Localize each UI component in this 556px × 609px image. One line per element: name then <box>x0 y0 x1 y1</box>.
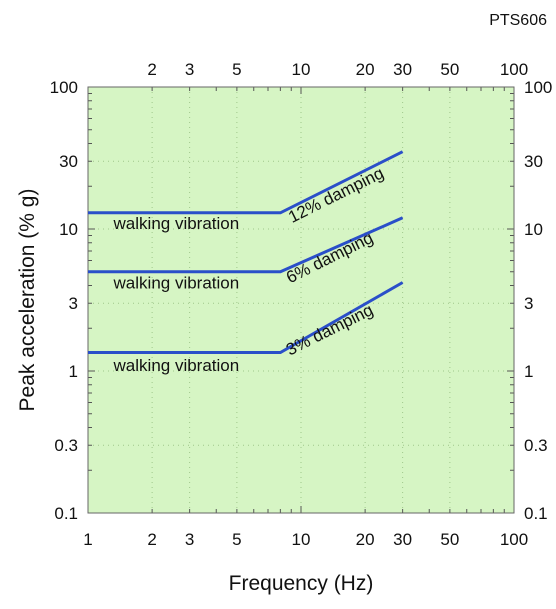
plot-background <box>88 87 514 513</box>
x-top-tick-label: 20 <box>356 60 375 79</box>
y-axis-title: Peak acceleration (% g) <box>16 189 39 412</box>
y-right-tick-label: 3 <box>524 294 533 313</box>
x-tick-label: 50 <box>440 530 459 549</box>
x-axis-title: Frequency (Hz) <box>229 572 374 595</box>
grid <box>88 87 514 513</box>
series-line-3 <box>88 281 404 354</box>
x-top-tick-label: 50 <box>440 60 459 79</box>
y-right-tick-label: 30 <box>524 152 543 171</box>
y-right-tick-label: 10 <box>524 220 543 239</box>
y-tick-label: 30 <box>59 152 78 171</box>
x-tick-label: 20 <box>356 530 375 549</box>
y-tick-label: 0.3 <box>54 436 78 455</box>
x-top-tick-label: 2 <box>147 60 156 79</box>
y-tick-label: 0.1 <box>54 504 78 523</box>
x-top-tick-label: 100 <box>500 60 528 79</box>
y-tick-label: 1 <box>69 362 78 381</box>
x-top-tick-label: 30 <box>393 60 412 79</box>
walking-vibration-label: walking vibration <box>113 356 240 375</box>
y-tick-label: 100 <box>50 78 78 97</box>
y-right-tick-label: 0.3 <box>524 436 548 455</box>
y-tick-label: 10 <box>59 220 78 239</box>
x-tick-label: 100 <box>500 530 528 549</box>
plot-frame <box>87 86 515 514</box>
x-tick-label: 2 <box>147 530 156 549</box>
series-line-1 <box>88 150 404 215</box>
tick-labels: 1 2 3 5 10 20 30 50 100 2 3 5 10 20 30 50 100 0.1 0.1 0.3 0.… <box>50 60 553 549</box>
axis-ticks <box>87 87 514 514</box>
y-right-tick-label: 100 <box>524 78 552 97</box>
y-right-tick-label: 0.1 <box>524 504 548 523</box>
x-tick-label: 30 <box>393 530 412 549</box>
x-tick-label: 3 <box>185 530 194 549</box>
series-group <box>88 150 404 354</box>
series-line-2 <box>88 216 404 274</box>
y-right-tick-label: 1 <box>524 362 533 381</box>
x-tick-label: 10 <box>292 530 311 549</box>
figure-reference: PTS606 <box>489 12 547 29</box>
x-top-tick-label: 10 <box>292 60 311 79</box>
x-top-tick-label: 3 <box>185 60 194 79</box>
walking-vibration-label: walking vibration <box>113 214 240 233</box>
walking-vibration-label: walking vibration <box>113 274 240 293</box>
x-tick-label: 5 <box>232 530 241 549</box>
y-tick-label: 3 <box>69 294 78 313</box>
x-top-tick-label: 5 <box>232 60 241 79</box>
x-tick-label: 1 <box>83 530 92 549</box>
